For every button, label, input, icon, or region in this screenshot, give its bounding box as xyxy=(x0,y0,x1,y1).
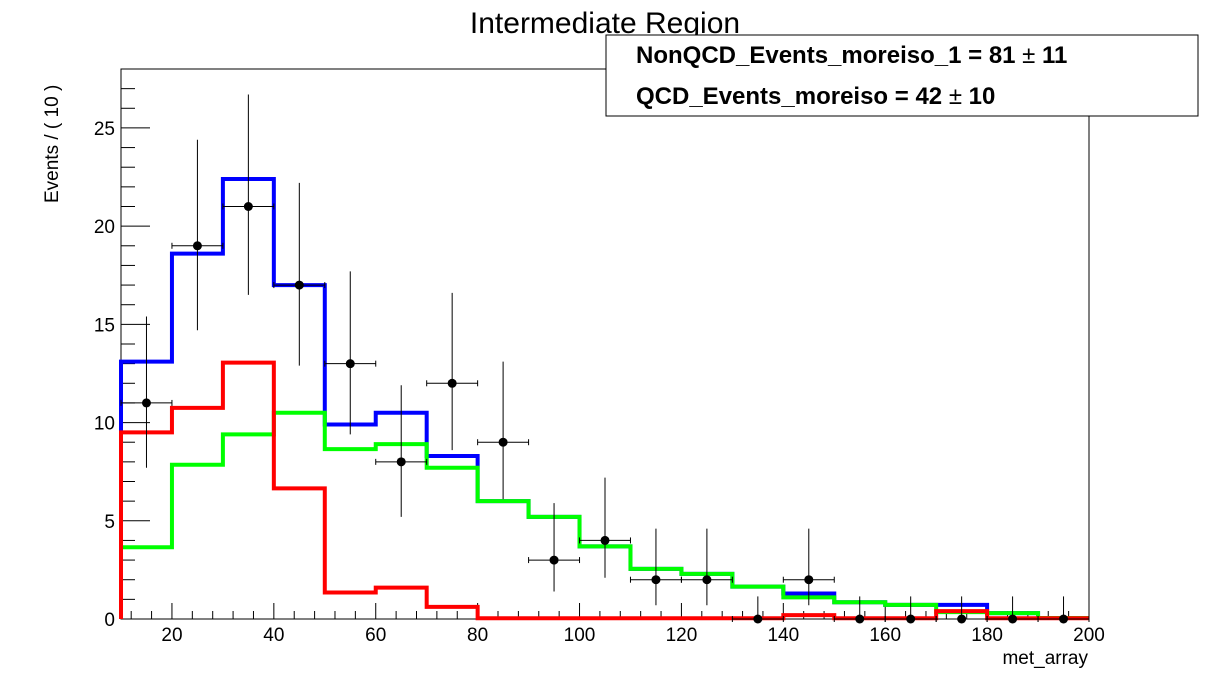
data-point xyxy=(426,292,479,451)
x-tick-label: 20 xyxy=(161,625,182,646)
data-points xyxy=(120,94,1090,624)
data-point xyxy=(579,477,631,578)
data-point xyxy=(324,271,377,435)
legend-entry-2-error: 10 xyxy=(969,83,996,110)
x-tick-label: 120 xyxy=(666,625,698,646)
data-marker xyxy=(855,614,865,624)
histogram-series xyxy=(119,177,1089,621)
x-tick-label: 60 xyxy=(365,625,386,646)
data-marker xyxy=(753,614,763,624)
x-tick-label: 200 xyxy=(1073,625,1105,646)
data-point xyxy=(731,596,784,624)
data-marker xyxy=(549,555,559,565)
data-marker xyxy=(906,614,916,624)
data-marker xyxy=(498,437,508,447)
data-point xyxy=(935,596,988,624)
legend: NonQCD_Events_moreiso_1 = 81 ± 11 QCD_Ev… xyxy=(605,34,1199,117)
axis-tick-labels: 20 40 60 80 100 120 140 160 180 200 0 5 10 15 20 25 xyxy=(94,119,1105,646)
data-point xyxy=(782,528,835,606)
x-axis-label: met_array xyxy=(1002,648,1088,669)
legend-entry-2-name: QCD_Events_moreiso xyxy=(636,83,888,110)
data-point xyxy=(884,596,937,624)
legend-entry-2: QCD_Events_moreiso = 42 ± 10 xyxy=(636,83,995,110)
legend-entry-1-value: 81 xyxy=(989,42,1016,69)
data-marker xyxy=(702,575,712,585)
data-marker xyxy=(345,359,355,369)
y-tick-label: 10 xyxy=(94,414,115,435)
y-tick-label: 0 xyxy=(104,610,115,631)
data-point xyxy=(171,139,224,331)
legend-entry-1-name: NonQCD_Events_moreiso_1 xyxy=(636,42,961,69)
data-marker xyxy=(294,280,304,290)
data-marker xyxy=(804,575,814,585)
data-point xyxy=(375,385,428,517)
x-tick-label: 40 xyxy=(263,625,284,646)
y-tick-label: 5 xyxy=(104,512,115,533)
y-tick-label: 25 xyxy=(94,119,115,140)
y-tick-label: 15 xyxy=(94,315,115,336)
legend-entry-1: NonQCD_Events_moreiso_1 = 81 ± 11 xyxy=(636,42,1067,69)
data-marker xyxy=(243,202,253,211)
data-point xyxy=(680,528,733,606)
data-point xyxy=(273,182,326,366)
data-point xyxy=(528,503,581,592)
x-tick-label: 100 xyxy=(564,625,596,646)
data-point xyxy=(120,316,173,468)
data-marker xyxy=(396,457,406,467)
data-marker xyxy=(957,614,967,624)
data-point xyxy=(477,361,530,500)
data-marker xyxy=(192,241,202,251)
data-marker xyxy=(1008,614,1018,624)
data-point xyxy=(1037,596,1090,624)
x-tick-label: 140 xyxy=(767,625,799,646)
legend-box xyxy=(605,34,1199,117)
data-marker xyxy=(600,535,610,545)
data-marker xyxy=(141,398,151,408)
histogram-series-3 xyxy=(119,360,1089,621)
data-point xyxy=(222,94,275,295)
y-axis-label: Events / ( 10 ) xyxy=(42,85,63,203)
data-point xyxy=(986,596,1039,624)
data-marker xyxy=(1059,614,1069,624)
x-tick-label: 80 xyxy=(467,625,488,646)
x-tick-label: 160 xyxy=(869,625,901,646)
data-marker xyxy=(651,575,661,585)
x-tick-label: 180 xyxy=(971,625,1003,646)
data-point xyxy=(629,528,682,606)
legend-entry-2-value: 42 xyxy=(915,83,942,110)
legend-entry-1-error: 11 xyxy=(1042,42,1067,69)
data-marker xyxy=(447,378,457,388)
y-tick-label: 20 xyxy=(94,217,115,238)
